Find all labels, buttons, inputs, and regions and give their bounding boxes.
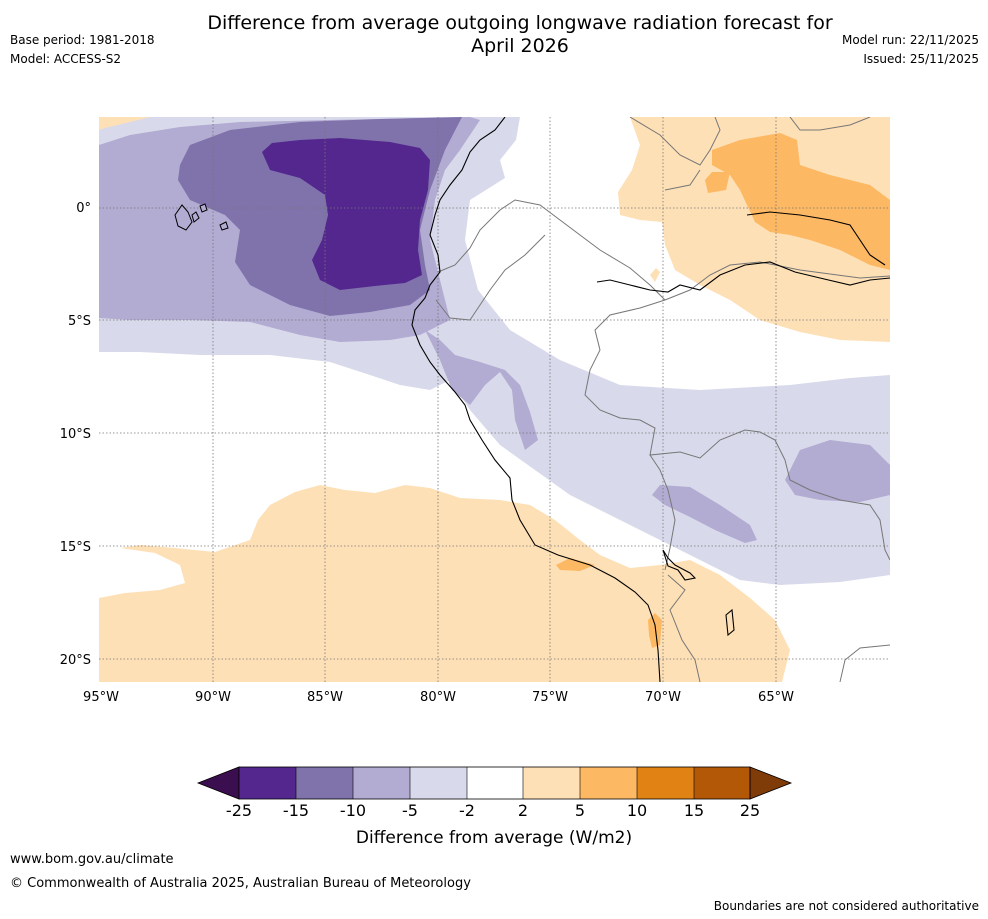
colorbar-segment xyxy=(694,767,750,799)
colorbar-segment xyxy=(637,767,694,799)
colorbar-tick: -5 xyxy=(402,801,418,820)
colorbar-tick: 15 xyxy=(684,801,704,820)
colorbar: -25 -15 -10 -5 -2 2 5 10 15 25 Differenc… xyxy=(196,766,793,848)
title-line-1: Difference from average outgoing longwav… xyxy=(207,12,833,34)
anomaly-plus5-to-plus10-small-c xyxy=(648,613,662,648)
colorbar-tick: -10 xyxy=(340,801,366,820)
map-plot-area xyxy=(99,117,890,682)
latitude-labels: 0° 5°S 10°S 15°S 20°S xyxy=(60,201,91,668)
lat-label: 10°S xyxy=(60,427,91,442)
colorbar-segment xyxy=(580,767,637,799)
graticule xyxy=(99,117,890,682)
colorbar-segment xyxy=(523,767,580,799)
colorbar-segment xyxy=(467,767,523,799)
anomaly-minus5-to-minus10-bolivia-west xyxy=(652,485,757,543)
anomaly-minus15-to-minus25-pacific xyxy=(262,138,430,290)
country-borders xyxy=(435,117,890,682)
lon-label: 95°W xyxy=(83,690,119,705)
colorbar-tick: -15 xyxy=(283,801,309,820)
colorbar-tick: 10 xyxy=(627,801,647,820)
lon-label: 85°W xyxy=(307,690,343,705)
issued-date: Issued: 25/11/2025 xyxy=(863,52,979,66)
colorbar-segment xyxy=(353,767,410,799)
colorbar-dividers xyxy=(295,767,695,799)
lon-label: 90°W xyxy=(195,690,231,705)
colorbar-label: Difference from average (W/m2) xyxy=(356,828,632,848)
anomaly-plus2-to-plus5-corner xyxy=(99,117,150,130)
title-line-2: April 2026 xyxy=(471,35,569,57)
longitude-labels: 95°W 90°W 85°W 80°W 75°W 70°W 65°W xyxy=(83,690,794,705)
anomaly-minus5-to-minus10-peru-coast xyxy=(425,330,538,450)
anomaly-plus2-to-plus5-small xyxy=(650,268,660,282)
colorbar-segment xyxy=(239,767,296,799)
colorbar-min-arrow xyxy=(196,766,240,800)
anomaly-plus5-to-plus10-amazon xyxy=(712,133,890,270)
model-name: Model: ACCESS-S2 xyxy=(10,52,122,66)
lon-label: 65°W xyxy=(758,690,794,705)
galapagos-islands xyxy=(174,203,229,231)
anomaly-plus5-to-plus10-small-a xyxy=(705,172,730,193)
website-link[interactable]: www.bom.gov.au/climate xyxy=(10,852,174,867)
colorbar-tick: 25 xyxy=(740,801,760,820)
base-period: Base period: 1981-2018 xyxy=(10,33,155,47)
colorbar-tick: 5 xyxy=(575,801,585,820)
lon-label: 75°W xyxy=(532,690,568,705)
coastlines xyxy=(411,117,890,682)
copyright-notice: © Commonwealth of Australia 2025, Austra… xyxy=(10,876,471,891)
anomaly-minus5-to-minus10-bolivia-east xyxy=(785,440,890,502)
lat-label: 5°S xyxy=(68,314,91,329)
colorbar-segment xyxy=(410,767,467,799)
lon-label: 70°W xyxy=(645,690,681,705)
map-title: Difference from average outgoing longwav… xyxy=(0,12,988,58)
colorbar-frame xyxy=(238,766,751,800)
anomaly-plus5-to-plus10-small-b xyxy=(556,558,595,571)
lat-label: 15°S xyxy=(60,540,91,555)
colorbar-ticks: -25 -15 -10 -5 -2 2 5 10 15 25 xyxy=(226,801,760,820)
model-run: Model run: 22/11/2025 xyxy=(841,33,979,47)
lat-label: 20°S xyxy=(60,653,91,668)
colorbar-tick: 2 xyxy=(518,801,528,820)
boundaries-disclaimer: Boundaries are not considered authoritat… xyxy=(713,899,979,913)
colorbar-segment xyxy=(296,767,353,799)
colorbar-tick: -2 xyxy=(459,801,475,820)
colorbar-max-arrow xyxy=(749,766,793,800)
anomaly-plus2-to-plus5-pacific-south xyxy=(99,485,790,682)
lon-label: 80°W xyxy=(420,690,456,705)
colorbar-tick: -25 xyxy=(226,801,252,820)
lat-label: 0° xyxy=(76,201,91,216)
